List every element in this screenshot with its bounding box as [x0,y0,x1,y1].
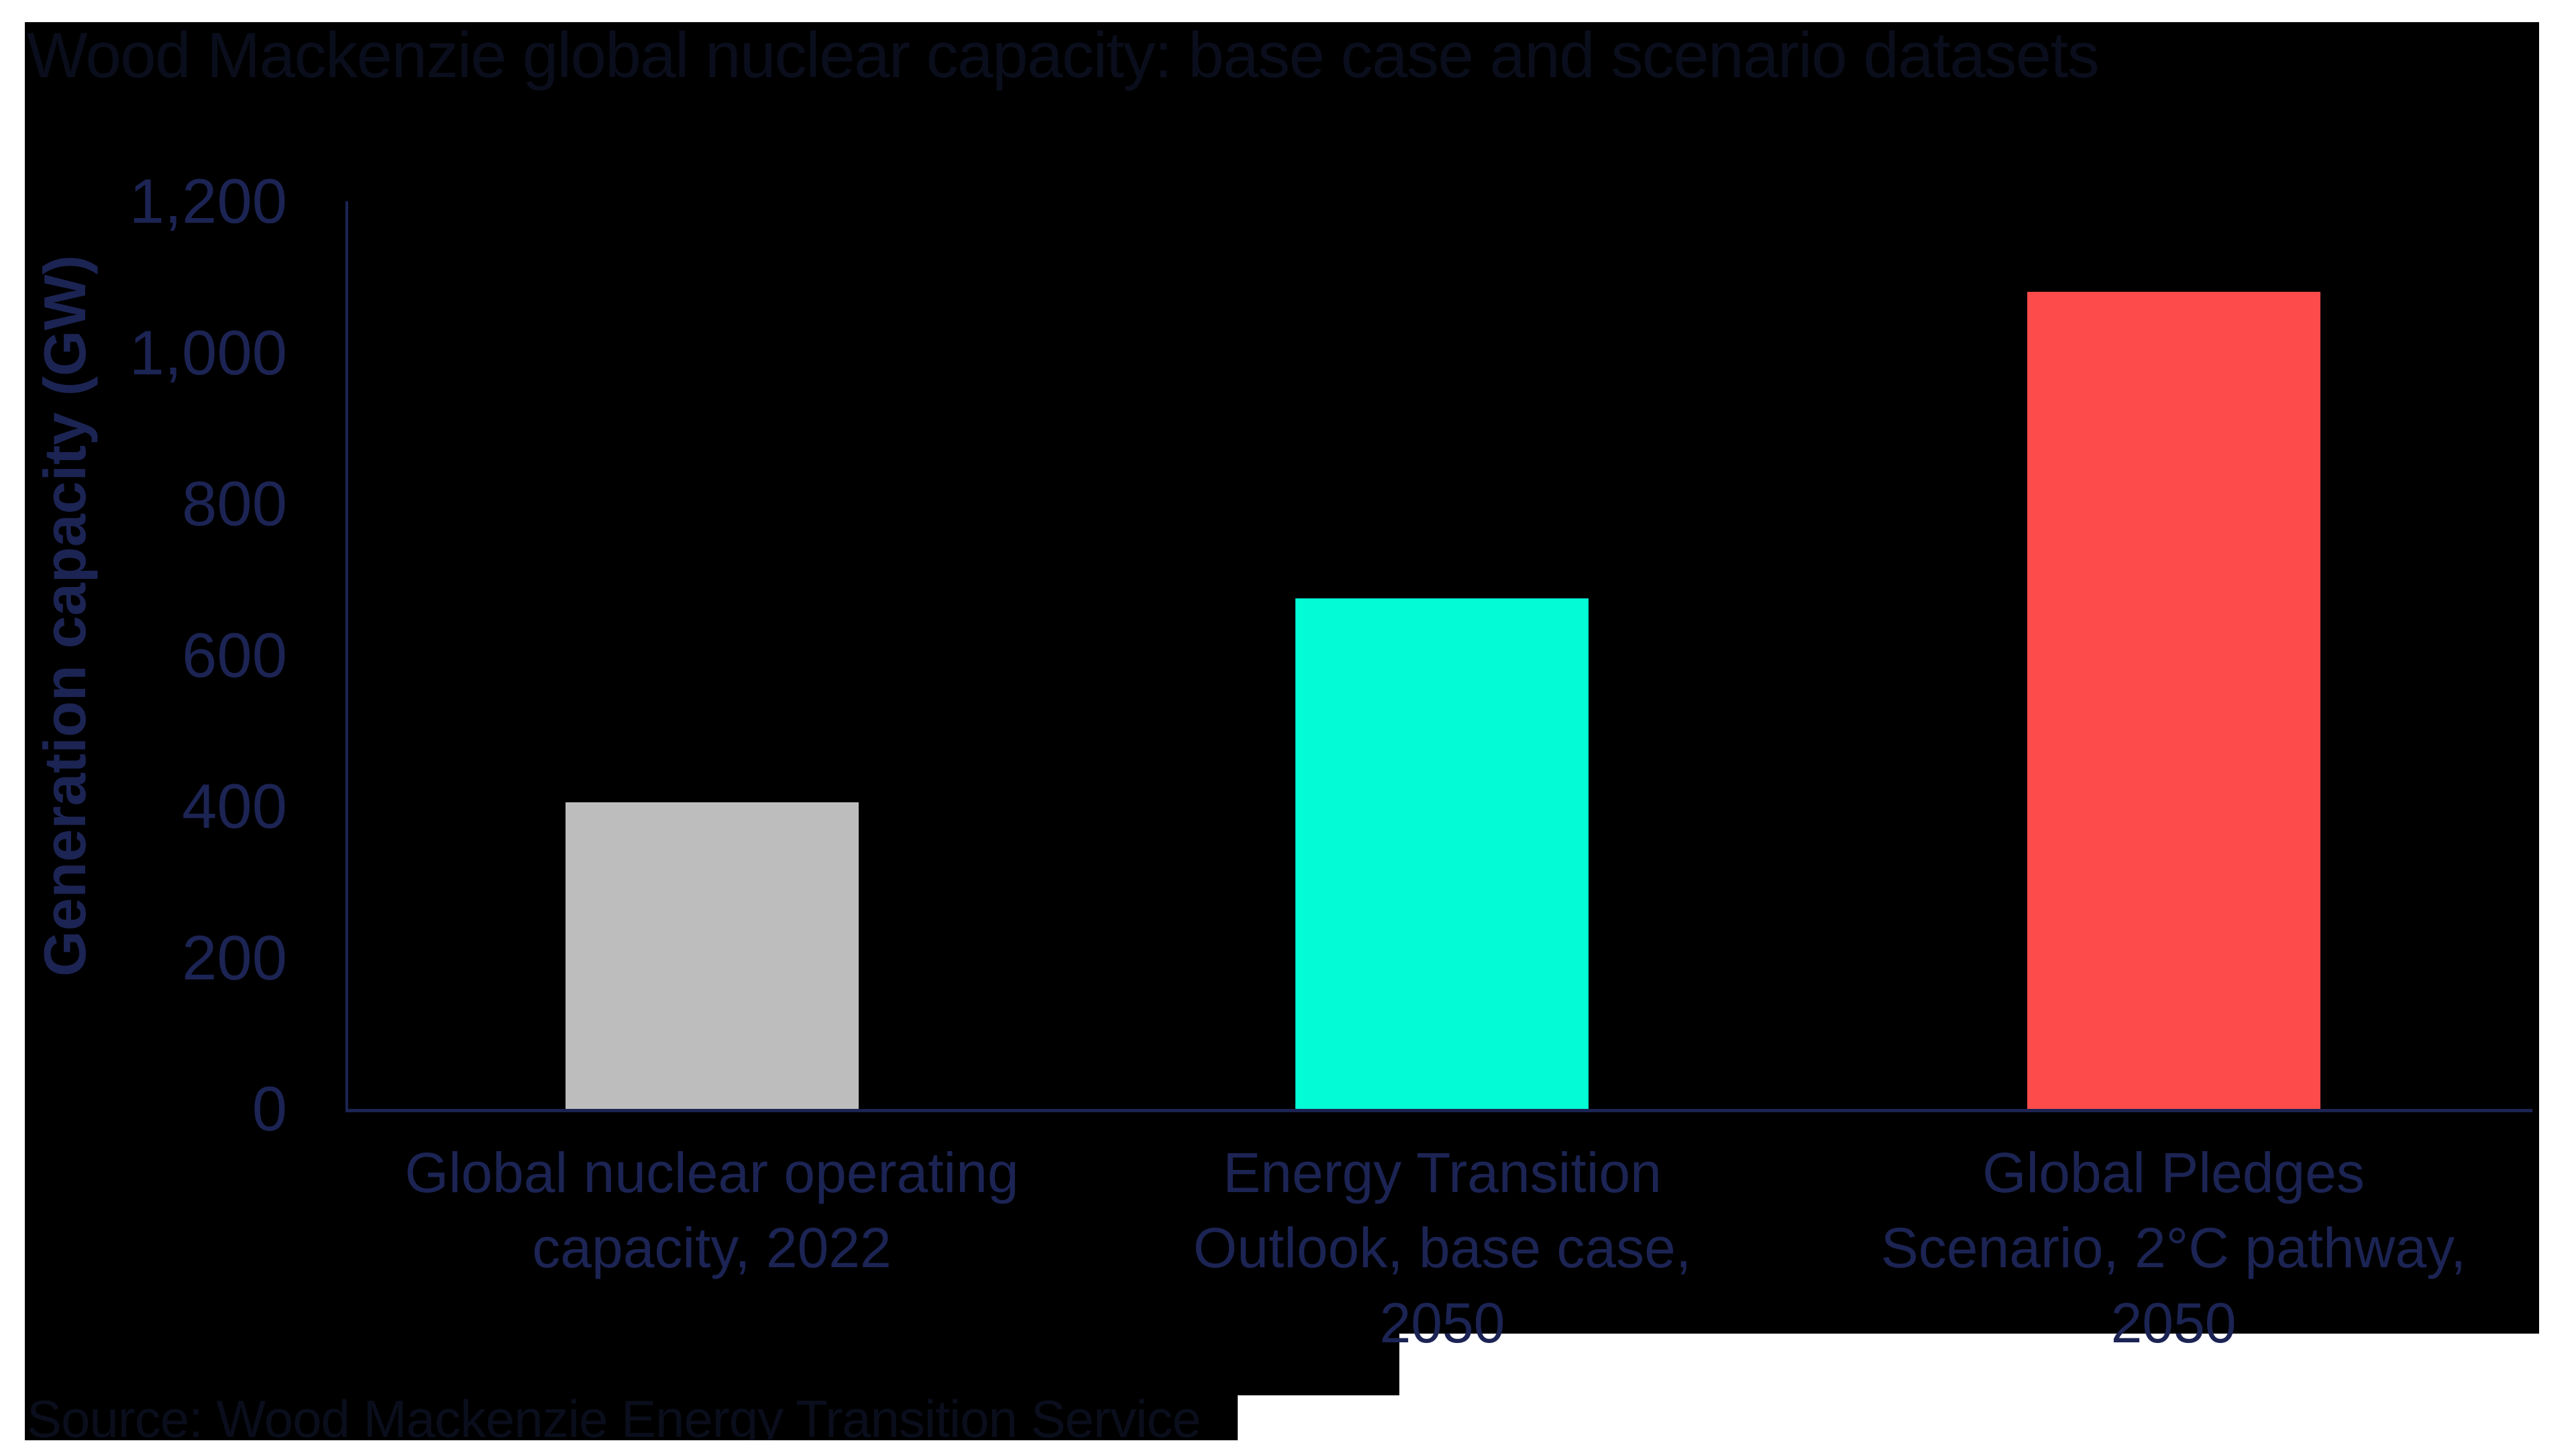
y-tick-label-0: 0 [252,1073,287,1144]
source-caption: Source: Wood Mackenzie Energy Transition… [27,1389,1201,1440]
bar-1 [566,802,859,1109]
bar-3 [2027,292,2320,1109]
y-tick-label-1000: 1,000 [129,317,287,388]
y-axis-line [345,201,348,1112]
y-tick-label-1200: 1,200 [129,166,287,236]
y-tick-label-400: 400 [182,771,287,841]
bar-2 [1295,598,1589,1109]
x-category-label-2: Energy Transition Outlook, base case, 20… [1193,1141,1692,1354]
chart-title: Wood Mackenzie global nuclear capacity: … [27,19,2100,91]
y-tick-label-600: 600 [182,619,287,690]
x-category-label-1: Global nuclear operating capacity, 2022 [405,1141,1019,1279]
x-axis-line [345,1109,2532,1112]
y-tick-label-200: 200 [182,922,287,993]
x-category-label-3: Global Pledges Scenario, 2°C pathway, 20… [1880,1141,2467,1354]
chart-image-background-step-1 [25,1334,1399,1395]
y-tick-label-800: 800 [182,468,287,539]
source-caption-clip: Source: Wood Mackenzie Energy Transition… [25,1386,1238,1440]
chart-image-background-step-2 [25,1395,1238,1440]
